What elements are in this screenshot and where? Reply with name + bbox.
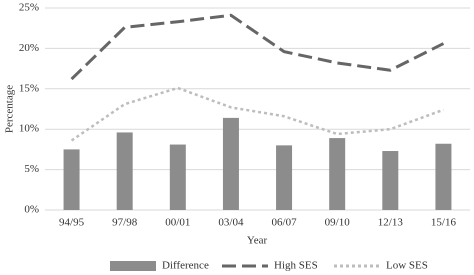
x-tick-label: 94/95	[59, 217, 85, 229]
x-tick-label: 03/04	[218, 217, 244, 229]
line	[70, 86, 444, 142]
x-tick-label: 00/01	[165, 217, 190, 229]
legend-label: Low SES	[386, 260, 428, 272]
x-tick-label: 09/10	[325, 217, 351, 229]
y-tick-label: 5%	[24, 163, 39, 175]
line	[70, 13, 445, 81]
x-tick-label: 12/13	[378, 217, 404, 229]
x-tick-label: 06/07	[272, 217, 298, 229]
legend-swatch	[110, 261, 156, 271]
legend-label: Difference	[162, 260, 209, 272]
bar	[435, 143, 452, 210]
bar	[116, 132, 133, 210]
x-axis-title: Year	[247, 235, 268, 247]
y-tick-label: 15%	[19, 82, 39, 94]
y-axis-title: Percentage	[4, 85, 16, 133]
bar	[169, 144, 186, 210]
x-tick-label: 15/16	[431, 217, 457, 229]
y-tick-label: 25%	[19, 2, 39, 14]
y-tick-label: 0%	[24, 204, 39, 216]
y-tick-label: 20%	[19, 42, 39, 54]
y-tick-label: 10%	[19, 123, 39, 135]
bar	[222, 117, 239, 210]
bar	[276, 145, 293, 210]
legend-label: High SES	[274, 260, 318, 272]
bar	[382, 151, 399, 210]
bar	[329, 138, 346, 210]
bar	[63, 149, 80, 210]
x-tick-label: 97/98	[112, 217, 138, 229]
